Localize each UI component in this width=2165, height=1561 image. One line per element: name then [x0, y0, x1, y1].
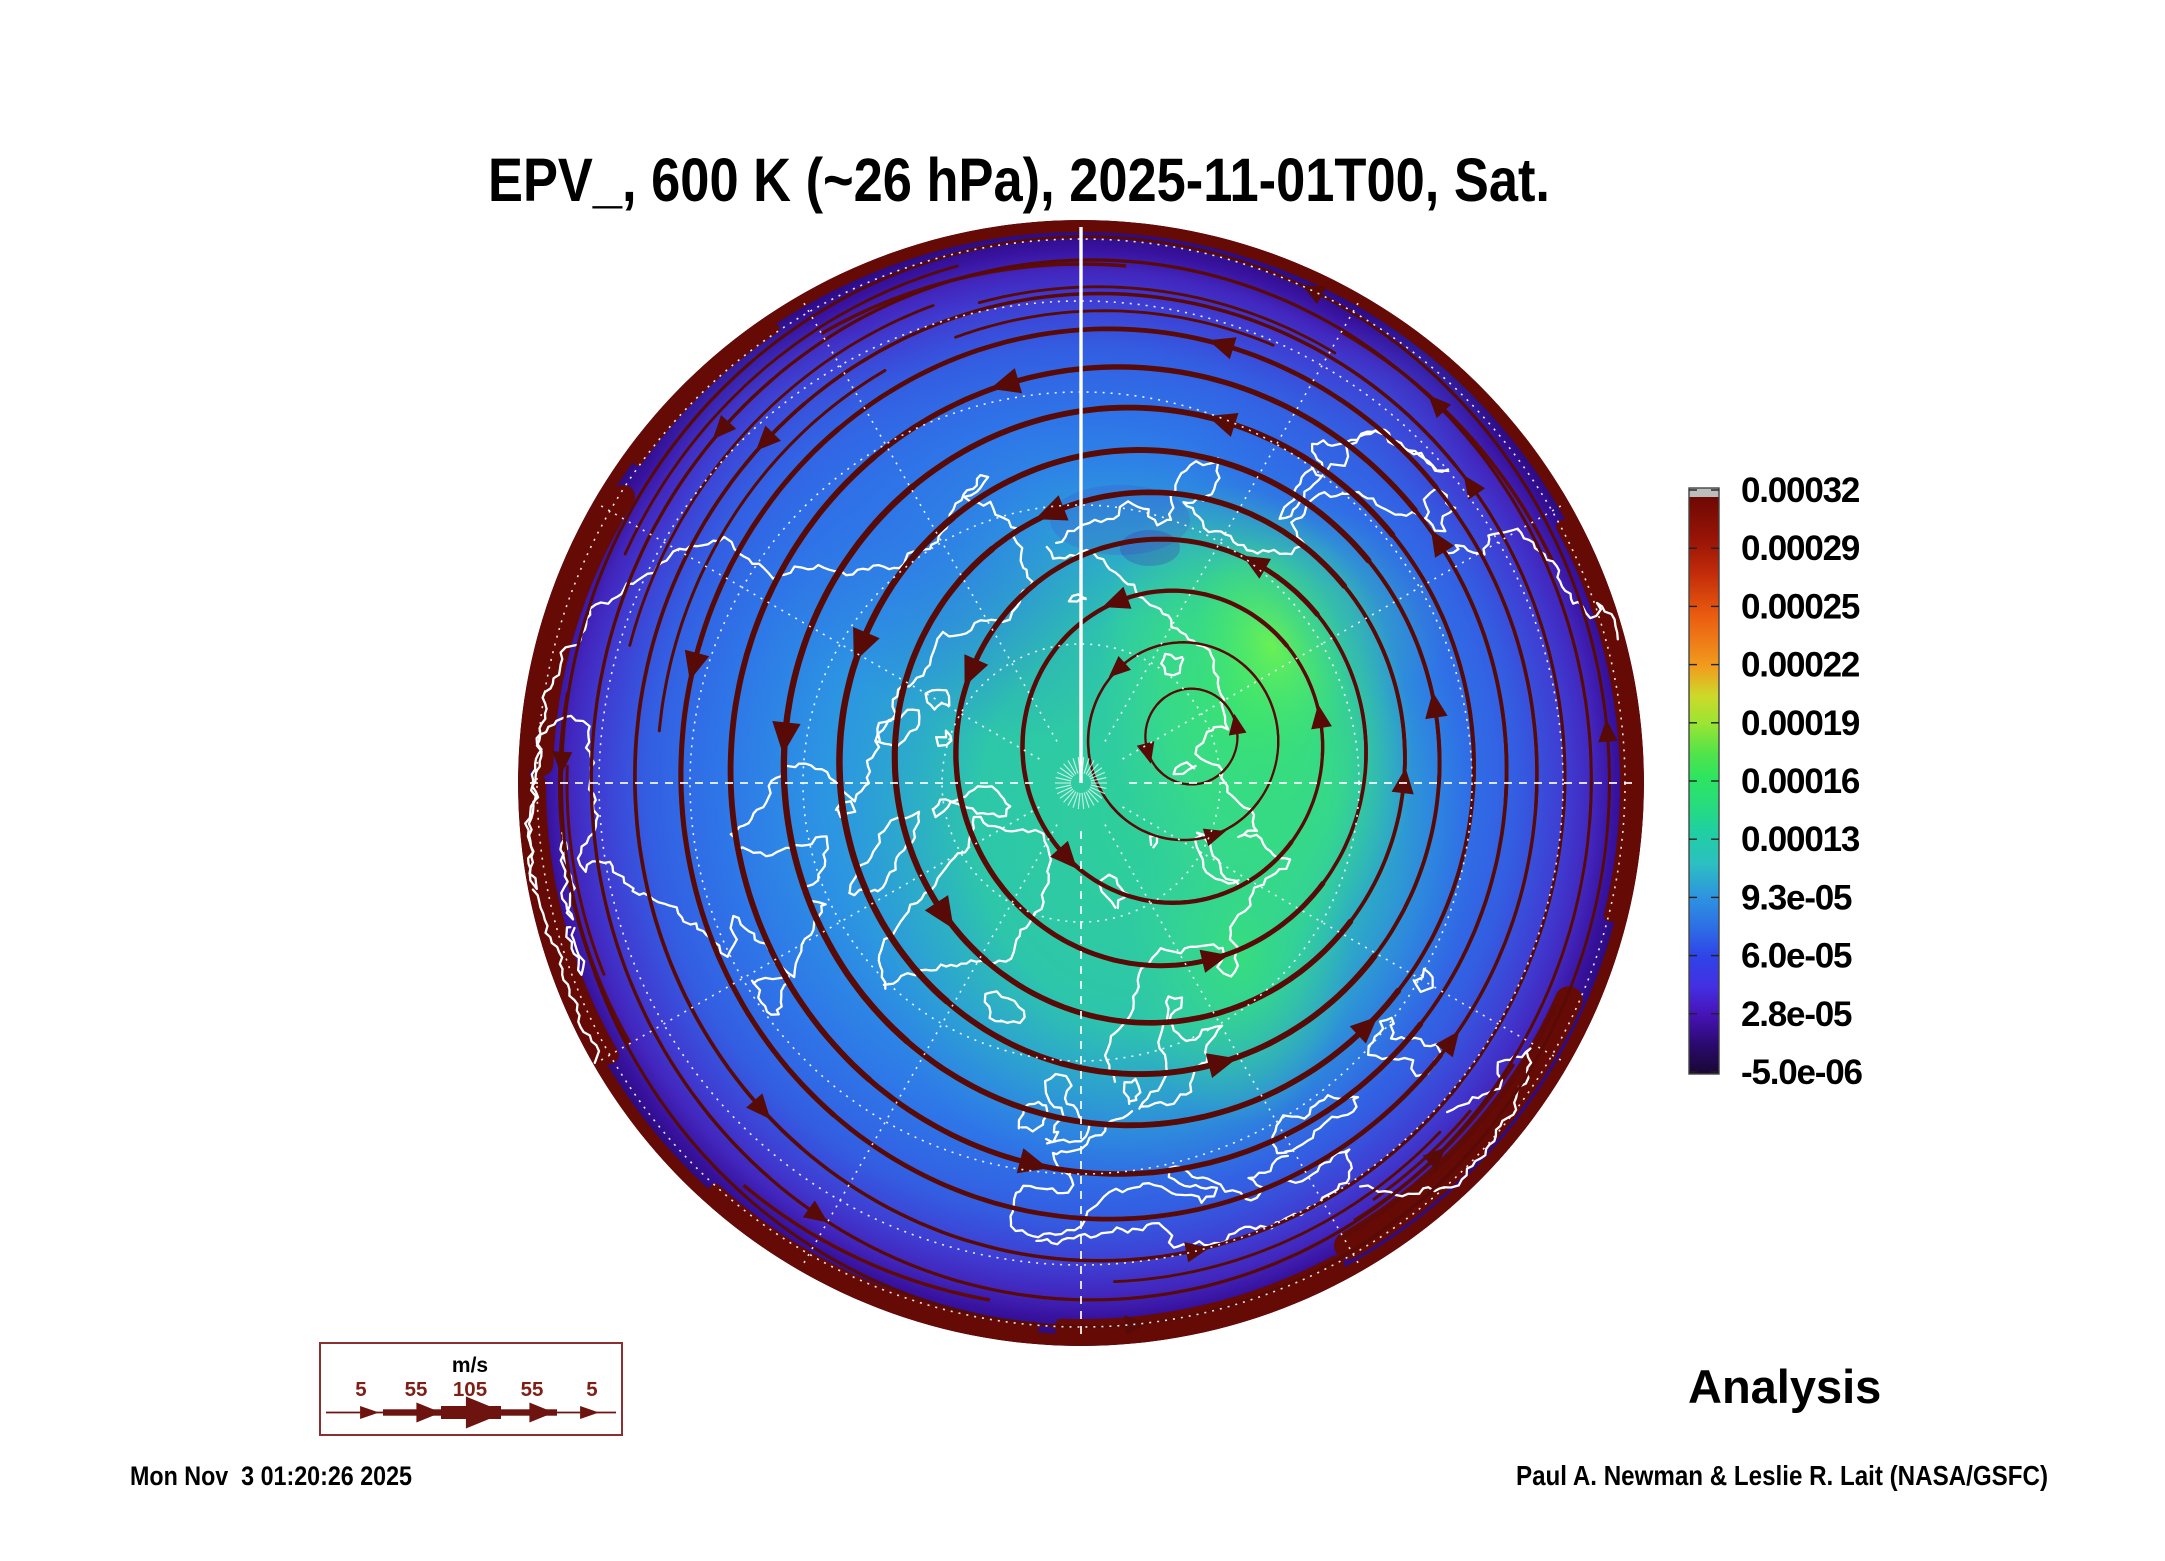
- svg-text:Analysis: Analysis: [1688, 1360, 1881, 1413]
- svg-text:0.00019: 0.00019: [1741, 704, 1860, 743]
- svg-text:0.00022: 0.00022: [1741, 646, 1860, 685]
- svg-text:0.00032: 0.00032: [1741, 471, 1860, 510]
- svg-text:0.00029: 0.00029: [1741, 529, 1860, 568]
- svg-text:-5.0e-06: -5.0e-06: [1741, 1053, 1862, 1092]
- svg-text:m/s: m/s: [452, 1354, 488, 1377]
- svg-text:55: 55: [405, 1378, 428, 1401]
- svg-text:6.0e-05: 6.0e-05: [1741, 937, 1852, 976]
- svg-text:EPV_, 600 K (~26 hPa), 2025-11: EPV_, 600 K (~26 hPa), 2025-11-01T00, Sa…: [488, 146, 1550, 214]
- svg-text:0.00013: 0.00013: [1741, 820, 1860, 859]
- svg-text:Paul A. Newman & Leslie R. Lai: Paul A. Newman & Leslie R. Lait (NASA/GS…: [1516, 1460, 2048, 1491]
- svg-text:0.00025: 0.00025: [1741, 587, 1860, 626]
- svg-text:2.8e-05: 2.8e-05: [1741, 995, 1852, 1034]
- svg-text:0.00016: 0.00016: [1741, 762, 1860, 801]
- svg-text:5: 5: [586, 1378, 597, 1401]
- svg-text:5: 5: [355, 1378, 366, 1401]
- svg-text:55: 55: [521, 1378, 544, 1401]
- svg-text:9.3e-05: 9.3e-05: [1741, 878, 1852, 917]
- svg-text:105: 105: [453, 1378, 487, 1401]
- svg-text:Mon Nov 3 01:20:26 2025: Mon Nov 3 01:20:26 2025: [130, 1461, 412, 1491]
